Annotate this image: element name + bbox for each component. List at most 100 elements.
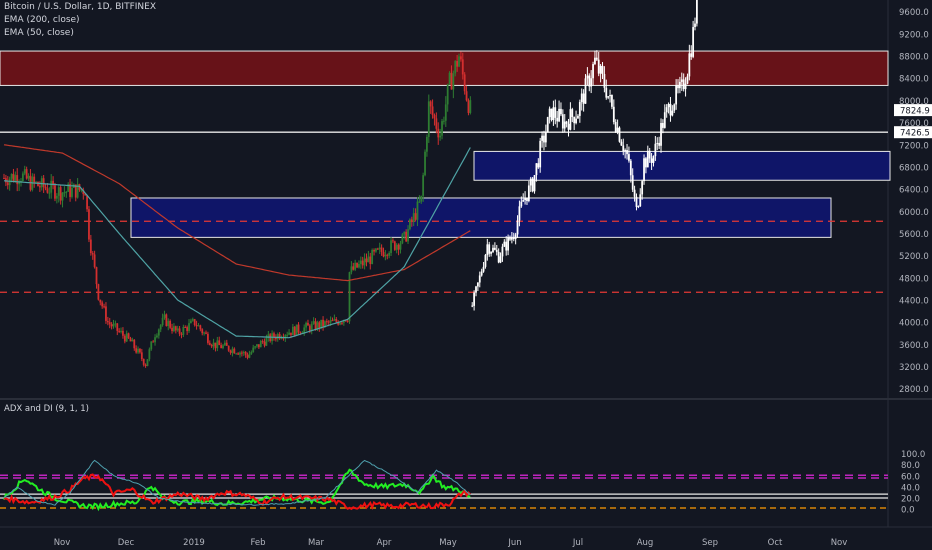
candle-body (80, 189, 83, 191)
candle (114, 320, 117, 328)
candle-body (3, 178, 5, 180)
candle-body (174, 326, 177, 331)
candle-body (573, 116, 576, 124)
candle (365, 253, 368, 267)
support-zone (130, 197, 832, 238)
projection-bar (503, 239, 506, 248)
candle-body (373, 249, 375, 252)
candle-body (628, 154, 630, 161)
candle-body (178, 328, 181, 334)
candle-body (186, 327, 189, 332)
projection-bar (488, 241, 491, 257)
candle (427, 94, 430, 143)
candle (418, 195, 421, 203)
candle-body (410, 219, 413, 222)
symbol-title[interactable]: Bitcoin / U.S. Dollar, 1D, BITFINEX (4, 2, 156, 12)
candle-body (488, 244, 491, 254)
candle-body (673, 104, 676, 111)
candle (131, 337, 134, 342)
projection-bar (629, 159, 632, 183)
candle-body (180, 333, 183, 335)
projection-bar (667, 102, 670, 114)
projection-bar (514, 232, 517, 245)
time-label: Nov (831, 538, 848, 548)
candle (54, 182, 56, 202)
candle (312, 317, 315, 325)
projection-bar (682, 73, 685, 92)
projection-bar (560, 102, 562, 117)
price-tick: 5200.0 (899, 252, 929, 262)
candle (293, 326, 296, 337)
candle-body (341, 322, 343, 324)
projection-bar (573, 116, 576, 131)
candle-body (529, 178, 532, 186)
candle-body (269, 334, 272, 342)
candle-body (150, 341, 153, 350)
projection-bar (577, 114, 579, 119)
candle-body (490, 251, 493, 254)
candle (420, 195, 423, 204)
candle-body (690, 53, 693, 57)
candle (335, 317, 338, 324)
candle-body (467, 100, 470, 113)
projection-bar (497, 248, 500, 264)
candle-body (227, 345, 230, 351)
candle-body (201, 329, 204, 334)
candle (467, 98, 470, 116)
projection-bar (637, 205, 640, 209)
candle (450, 65, 453, 90)
candle-body (110, 324, 113, 327)
candle (167, 318, 170, 331)
candle-body (378, 247, 381, 250)
candle (161, 313, 164, 327)
candle-body (646, 150, 649, 168)
candle-body (267, 334, 270, 338)
candle (341, 321, 343, 325)
candle (235, 352, 238, 355)
projection-bar (660, 118, 662, 153)
projection-bar (612, 99, 615, 125)
candle (359, 256, 362, 269)
projection-bar (476, 282, 479, 292)
support-zone (473, 150, 891, 181)
projection-bar (493, 242, 496, 251)
candle-body (250, 352, 253, 355)
candle-body (412, 213, 415, 222)
candle-body (129, 338, 132, 342)
projection-bar (554, 99, 557, 125)
candle-body (365, 258, 368, 263)
candle (6, 176, 9, 190)
candle (21, 171, 24, 183)
candle-body (556, 117, 559, 122)
ema50-legend[interactable]: EMA (50, close) (4, 28, 74, 38)
projection-bar (575, 110, 577, 125)
price-tick: 4800.0 (899, 274, 929, 284)
candle (156, 333, 158, 339)
candle-body (601, 65, 604, 74)
projection-bar (475, 285, 477, 297)
price-tick: 8800.0 (899, 53, 929, 63)
projection-bar (641, 179, 644, 200)
adx-line (3, 459, 471, 506)
candle (461, 52, 464, 80)
candle (446, 83, 449, 112)
candle-body (662, 123, 664, 128)
candle-body (71, 187, 73, 197)
candle-body (420, 195, 423, 202)
candle (23, 165, 26, 176)
projection-bar (524, 191, 526, 205)
price-tick: 9600.0 (899, 8, 929, 18)
candle-body (426, 136, 428, 152)
candle-body (133, 339, 136, 349)
candle (256, 344, 258, 348)
candle (25, 166, 28, 180)
candle (358, 260, 360, 269)
candle-body (165, 314, 168, 327)
candle (93, 250, 96, 269)
candle-body (95, 267, 98, 285)
ema200-legend[interactable]: EMA (200, close) (4, 15, 80, 25)
candle (439, 128, 442, 141)
candle-body (554, 107, 557, 118)
candle-body (299, 332, 302, 334)
